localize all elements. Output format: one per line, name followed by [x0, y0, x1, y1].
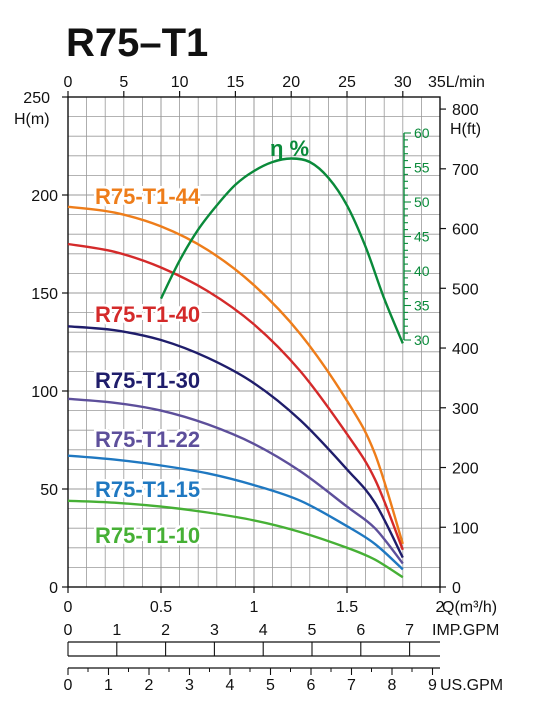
top-tick-label: 25 [338, 74, 356, 91]
us-gpm-tick-label: 0 [64, 677, 73, 694]
y2-tick-label: 300 [452, 401, 479, 418]
imp-gpm-tick-label: 1 [112, 622, 121, 639]
y-tick-label: 150 [31, 286, 58, 303]
top-tick-label: 20 [282, 74, 300, 91]
imp-gpm-tick-label: 3 [210, 622, 219, 639]
chart-title: R75–T1 [66, 21, 208, 65]
x-tick-label: 2 [436, 599, 445, 616]
imp-gpm-tick-label: 4 [259, 622, 268, 639]
y-tick-label: 0 [49, 580, 58, 597]
head-curve-r75-t1-30 [67, 325, 404, 559]
x-tick-label: 0 [64, 599, 73, 616]
head-curve-r75-t1-44 [67, 205, 404, 545]
y-tick-label: 250 [23, 90, 50, 107]
y2-tick-label: 600 [452, 222, 479, 239]
efficiency-tick-label: 35 [414, 298, 430, 314]
x-tick-label: 1.5 [336, 599, 358, 616]
curve-label-r75-t1-40: R75-T1-40 [95, 302, 200, 327]
curve-label-r75-t1-44: R75-T1-44 [95, 184, 201, 209]
y2-axis-label: H(ft) [450, 121, 481, 138]
top-tick-label: 10 [171, 74, 189, 91]
us-gpm-tick-label: 3 [185, 677, 194, 694]
top-tick-label: 15 [227, 74, 245, 91]
imp-gpm-tick-label: 7 [405, 622, 414, 639]
curve-label-r75-t1-10: R75-T1-10 [95, 523, 200, 548]
imp-gpm-axis-label: IMP.GPM [432, 622, 499, 639]
y2-tick-label: 700 [452, 162, 479, 179]
y2-tick-label: 400 [452, 341, 479, 358]
y2-tick-label: 100 [452, 520, 479, 537]
axes: 050100150200250H(m)010020030040050060070… [14, 74, 503, 694]
y2-tick-label: 0 [452, 580, 461, 597]
head-curve-r75-t1-22 [67, 397, 404, 565]
efficiency-tick-label: 30 [414, 332, 430, 348]
us-gpm-tick-label: 6 [307, 677, 316, 694]
curve-labels: R75-T1-44 R75-T1-40 R75-T1-30 R75-T1-22 R75-… [93, 182, 204, 551]
top-axis-label: 35L/min [428, 74, 485, 91]
head-curve-r75-t1-15 [67, 454, 404, 571]
imp-gpm-tick-label: 0 [64, 622, 73, 639]
top-tick-label: 30 [394, 74, 412, 91]
efficiency-tick-label: 60 [414, 125, 430, 141]
head-curve-r75-t1-40 [67, 242, 404, 551]
x-tick-label: 1 [250, 599, 259, 616]
us-gpm-tick-label: 1 [104, 677, 113, 694]
efficiency-tick-label: 40 [414, 263, 430, 279]
efficiency-tick-label: 55 [414, 160, 430, 176]
us-gpm-tick-label: 2 [145, 677, 154, 694]
y-tick-label: 200 [31, 188, 58, 205]
curve-label-r75-t1-15: R75-T1-15 [95, 477, 200, 502]
curve-label-r75-t1-22: R75-T1-22 [95, 427, 200, 452]
imp-gpm-tick-label: 5 [308, 622, 317, 639]
us-gpm-axis-label: US.GPM [440, 677, 503, 694]
top-tick-label: 5 [119, 74, 128, 91]
series-layer [67, 157, 404, 579]
y-tick-label: 50 [40, 482, 58, 499]
y-tick-label: 100 [31, 384, 58, 401]
us-gpm-tick-label: 7 [347, 677, 356, 694]
y2-tick-label: 500 [452, 281, 479, 298]
top-tick-label: 0 [64, 74, 73, 91]
us-gpm-tick-label: 4 [226, 677, 235, 694]
imp-gpm-tick-label: 6 [356, 622, 365, 639]
curve-label-r75-t1-30: R75-T1-30 [95, 368, 200, 393]
us-gpm-tick-label: 5 [266, 677, 275, 694]
head-curve-r75-t1-10 [67, 499, 404, 579]
y-axis-label: H(m) [14, 111, 50, 128]
x-axis-label: Q(m³/h) [442, 599, 497, 616]
us-gpm-tick-label: 8 [388, 677, 397, 694]
imp-gpm-tick-label: 2 [161, 622, 170, 639]
x-tick-label: 0.5 [150, 599, 172, 616]
y2-tick-label: 800 [452, 102, 479, 119]
efficiency-curve [159, 157, 404, 344]
y2-tick-label: 200 [452, 461, 479, 478]
us-gpm-tick-label: 9 [428, 677, 437, 694]
efficiency-tick-label: 50 [414, 194, 430, 210]
efficiency-tick-label: 45 [414, 229, 430, 245]
efficiency-axis-label: η % [270, 136, 309, 161]
